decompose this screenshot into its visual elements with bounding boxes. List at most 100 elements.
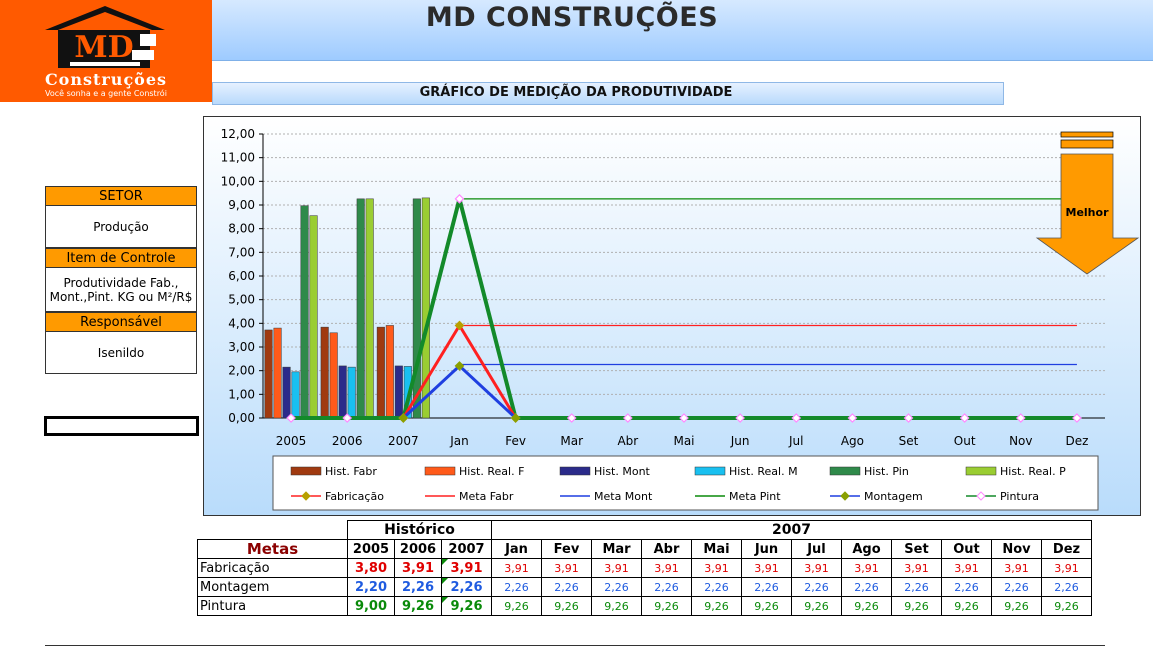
table-cell: 9,26 [1041,596,1092,616]
table-cell: 9,26 [591,596,642,616]
table-row: Montagem 2,20 2,26 2,26 2,26 2,26 2,26 2,26 2,26… [197,577,1092,597]
legend-label: Hist. Real. M [729,465,798,478]
item-value-line-1: Produtividade Fab., [63,275,179,290]
legend-label: Hist. Real. P [1000,465,1066,478]
bar-hist-real-p [309,215,318,419]
column-header: Out [941,539,992,559]
bar-hist-mont [394,365,403,419]
bar-hist-real-p [365,198,374,419]
bottom-divider [45,645,1105,646]
column-header: Jan [491,539,542,559]
table-cell: 2,20 [347,577,395,597]
table-cell: 3,91 [841,558,892,578]
legend-label: Meta Fabr [459,490,514,503]
logo-letters: MD [74,30,133,65]
x-tick-label: 2006 [332,434,363,448]
legend-swatch [290,466,322,476]
legend-label: Hist. Pin [864,465,909,478]
y-tick-label: 10,00 [221,174,255,188]
x-tick-label: 2005 [276,434,307,448]
table-cell: 2,26 [394,577,442,597]
table-cell: 9,26 [991,596,1042,616]
y-tick-label: 3,00 [228,340,255,354]
y-tick-label: 2,00 [228,364,255,378]
y-tick-label: 6,00 [228,269,255,283]
marker-montagem [398,413,409,423]
y-tick-label: 11,00 [221,151,255,165]
table-cell: 9,26 [541,596,592,616]
x-tick-label: Nov [1009,434,1032,448]
marker-pintura [454,193,465,204]
column-header: Set [891,539,942,559]
table-row: Pintura 9,00 9,26 9,26 9,26 9,26 9,26 9,26 9,26 9… [197,596,1092,616]
table-cell: 2,26 [891,577,942,597]
row-label: Fabricação [197,558,348,578]
column-header: Fev [541,539,592,559]
table-cell: 3,91 [791,558,842,578]
bar-hist-real-f [385,325,394,419]
x-tick-label: Fev [505,434,526,448]
table-cell: 9,26 [841,596,892,616]
item-value-line-2: Mont.,Pint. KG ou M²/R$ [49,289,193,304]
legend-swatch [559,466,591,476]
bar-hist-fabr [264,329,273,419]
bar-hist-real-f [273,327,282,419]
side-panel: SETOR Produção Item de Controle Produtiv… [45,186,197,374]
table-cell: 2,26 [841,577,892,597]
metas-table: Histórico 2007 Metas 2005 2006 2007 Jan Fev M… [197,520,1092,616]
legend-label: Hist. Mont [594,465,651,478]
legend-label: Montagem [864,490,923,503]
marker-pintura [959,413,970,423]
table-cell: 3,91 [441,558,492,578]
legend-label: Meta Mont [594,490,653,503]
row-label: Pintura [197,596,348,616]
marker-pintura [791,413,802,423]
x-tick-label: Jun [730,434,750,448]
y-tick-label: 0,00 [228,411,255,425]
subtitle-bar [212,82,1004,105]
table-cell: 2,26 [591,577,642,597]
y-tick-label: 12,00 [221,127,255,141]
table-cell: 2,26 [691,577,742,597]
legend-box [272,455,1099,511]
bar-hist-pin [300,205,309,419]
column-header: Jul [791,539,842,559]
marker-pintura [1015,413,1026,423]
column-header: 2005 [347,539,395,559]
column-header: Dez [1041,539,1092,559]
table-cell: 2,26 [791,577,842,597]
y-tick-label: 7,00 [228,245,255,259]
x-tick-label: Ago [841,434,864,448]
column-header: 2006 [394,539,442,559]
table-cell: 9,26 [791,596,842,616]
legend-marker [976,491,986,501]
bar-hist-fabr [376,326,385,419]
table-cell: 2,26 [1041,577,1092,597]
table-cell: 3,91 [541,558,592,578]
melhor-label: Melhor [1066,206,1110,219]
x-tick-label: Jan [449,434,469,448]
column-header: 2007 [441,539,492,559]
logo-house-icon: MD [45,6,165,68]
bar-hist-real-m [347,366,356,419]
table-cell: 2,26 [541,577,592,597]
table-cell: 3,91 [891,558,942,578]
chart-subtitle: GRÁFICO DE MEDIÇÃO DA PRODUTIVIDADE [419,85,733,100]
marker-montagem [454,361,465,371]
marker-pintura [342,413,353,423]
x-tick-label: Set [899,434,919,448]
column-header: Abr [641,539,692,559]
setor-value: Produção [45,206,197,248]
legend-swatch [694,466,726,476]
x-tick-label: Mar [560,434,583,448]
marker-pintura [1072,413,1082,423]
y-tick-label: 4,00 [228,316,255,330]
table-cell: 3,91 [691,558,742,578]
table-cell: 3,91 [641,558,692,578]
table-cell: 2,26 [991,577,1042,597]
legend-swatch [829,466,861,476]
marker-pintura [679,413,689,423]
legend-swatch [965,466,997,476]
table-cell: 3,91 [491,558,542,578]
item-label: Item de Controle [45,248,197,268]
